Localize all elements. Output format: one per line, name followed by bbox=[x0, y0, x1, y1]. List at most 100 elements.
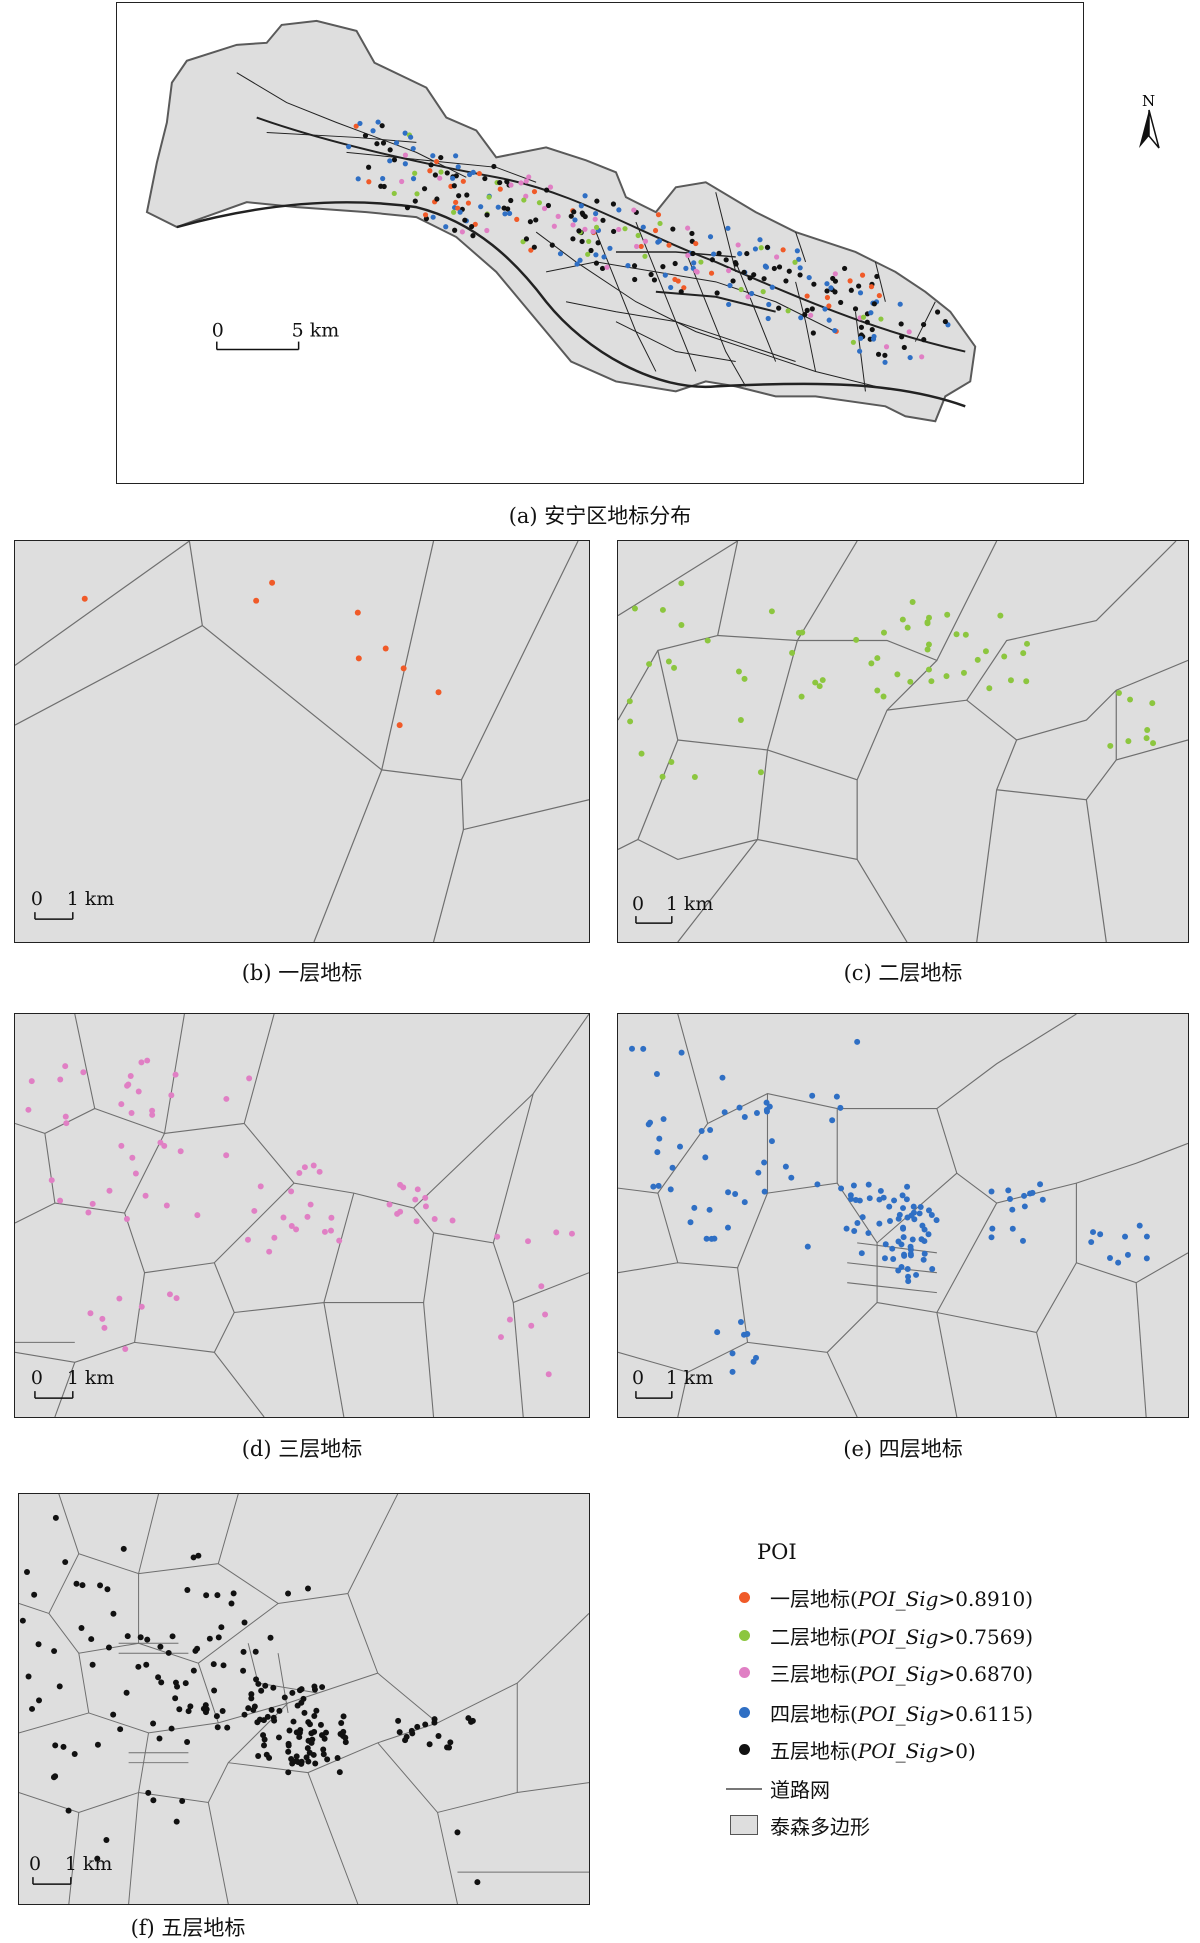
poi-point bbox=[173, 1295, 180, 1302]
poi-point bbox=[655, 212, 662, 218]
poi-point bbox=[414, 191, 420, 197]
poi-point bbox=[786, 268, 792, 274]
poi-point bbox=[320, 1751, 327, 1758]
poi-point bbox=[853, 636, 860, 643]
poi-point bbox=[678, 621, 685, 628]
poi-point bbox=[110, 1711, 117, 1718]
poi-point bbox=[457, 209, 463, 215]
poi-point bbox=[753, 1110, 760, 1117]
poi-point bbox=[346, 144, 352, 150]
poi-point bbox=[129, 1154, 136, 1161]
poi-point bbox=[910, 1203, 917, 1210]
poi-point bbox=[1009, 1225, 1016, 1232]
poi-point bbox=[422, 1194, 429, 1201]
poi-point bbox=[851, 1227, 858, 1234]
poi-point bbox=[484, 227, 490, 234]
poi-point bbox=[678, 580, 685, 587]
poi-point bbox=[1029, 1189, 1036, 1196]
poi-point bbox=[213, 1713, 220, 1720]
poi-point bbox=[293, 1753, 300, 1760]
poi-point bbox=[703, 1235, 710, 1242]
poi-point bbox=[882, 1241, 889, 1248]
poi-point bbox=[989, 1225, 996, 1232]
scale-label: 1 km bbox=[67, 1367, 115, 1389]
poi-point bbox=[455, 164, 461, 170]
poi-point bbox=[497, 179, 503, 186]
poi-point bbox=[698, 259, 704, 265]
poi-point bbox=[708, 1235, 715, 1242]
poi-point bbox=[374, 141, 380, 147]
poi-point bbox=[799, 629, 806, 636]
poi-point bbox=[497, 1334, 504, 1341]
poi-point bbox=[402, 161, 408, 167]
poi-point bbox=[52, 1514, 59, 1521]
poi-point bbox=[1115, 1259, 1122, 1266]
poi-point bbox=[179, 1798, 186, 1805]
poi-point bbox=[507, 210, 513, 217]
poi-point bbox=[128, 1110, 135, 1117]
poi-point bbox=[698, 1128, 705, 1134]
poi-point bbox=[874, 273, 880, 279]
poi-point bbox=[622, 226, 628, 232]
poi-point bbox=[187, 1703, 194, 1710]
poi-point bbox=[631, 207, 637, 213]
poi-point bbox=[859, 272, 866, 278]
poi-point bbox=[252, 1648, 259, 1655]
poi-point bbox=[683, 265, 689, 271]
poi-point bbox=[35, 1641, 42, 1648]
poi-point bbox=[691, 773, 698, 780]
poi-point bbox=[267, 1634, 274, 1641]
poi-point bbox=[878, 316, 884, 322]
poi-point bbox=[172, 1071, 179, 1078]
poi-point bbox=[868, 310, 874, 316]
poi-point bbox=[1024, 640, 1030, 647]
poi-point bbox=[953, 631, 960, 638]
poi-point bbox=[634, 243, 640, 250]
poi-point bbox=[241, 1711, 248, 1718]
poi-point bbox=[307, 1201, 314, 1208]
poi-point bbox=[595, 240, 601, 246]
poi-point bbox=[157, 1643, 164, 1650]
poi-point bbox=[320, 1746, 327, 1753]
poi-point bbox=[895, 1267, 902, 1274]
poi-point bbox=[263, 1751, 270, 1758]
poi-point bbox=[832, 327, 838, 334]
poi-point bbox=[453, 153, 459, 159]
scale-bar: 0 1 km bbox=[31, 1367, 115, 1399]
poi-point bbox=[298, 1699, 305, 1706]
poi-point bbox=[646, 661, 653, 668]
poi-point bbox=[798, 315, 804, 321]
poi-point bbox=[1143, 1255, 1150, 1262]
poi-point bbox=[430, 214, 436, 220]
poi-point bbox=[459, 229, 465, 235]
poi-point bbox=[48, 1177, 55, 1184]
poi-point bbox=[117, 1726, 124, 1733]
poi-point bbox=[71, 1751, 78, 1757]
voronoi-edges bbox=[618, 541, 1188, 942]
poi-point bbox=[599, 265, 606, 272]
poi-point bbox=[251, 1207, 258, 1214]
poi-point bbox=[412, 198, 418, 204]
poi-point bbox=[220, 1662, 227, 1669]
poi-point bbox=[838, 299, 844, 306]
poi-point bbox=[924, 646, 931, 653]
poi-point bbox=[766, 301, 772, 308]
poi-point bbox=[889, 1245, 896, 1252]
poi-point bbox=[476, 170, 482, 177]
poi-point bbox=[506, 1316, 513, 1323]
poi-point bbox=[611, 228, 617, 235]
poi-point bbox=[413, 1218, 420, 1225]
poi-point bbox=[36, 1697, 43, 1704]
poi-point bbox=[1136, 1222, 1143, 1229]
poi-point bbox=[194, 1212, 201, 1219]
poi-point bbox=[719, 1074, 726, 1081]
poi-point bbox=[590, 228, 596, 235]
poi-point bbox=[166, 1291, 173, 1298]
poi-point bbox=[904, 624, 911, 631]
poi-point bbox=[297, 1726, 304, 1733]
poi-point bbox=[594, 198, 600, 204]
poi-point bbox=[891, 1197, 898, 1204]
poi-point bbox=[408, 134, 414, 140]
poi-point bbox=[355, 176, 361, 182]
poi-point bbox=[523, 236, 530, 242]
